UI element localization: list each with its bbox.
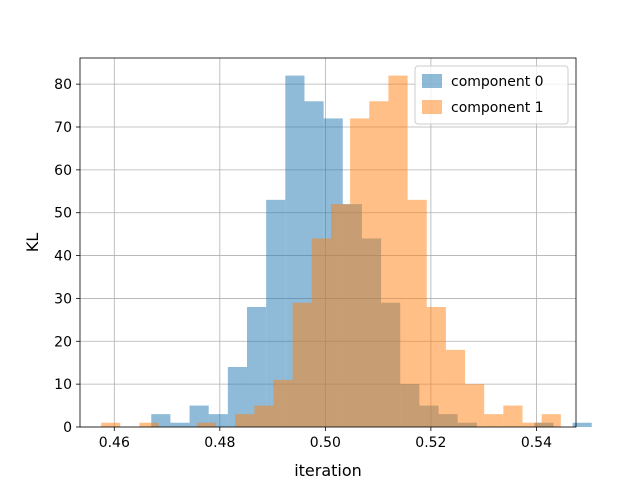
histogram-bars — [101, 75, 592, 428]
histogram-bar — [254, 405, 274, 427]
histogram-bar — [426, 307, 446, 427]
histogram-bar — [465, 384, 485, 427]
histogram-bar — [189, 405, 209, 427]
histogram-bar — [369, 101, 389, 428]
histogram-bar — [101, 422, 121, 427]
histogram-bar — [235, 414, 255, 427]
legend-swatch — [422, 100, 442, 114]
axis-ticks: 0.46 0.48 0.50 0.52 0.54 0 10 20 30 40 50 60 70 80 — [54, 77, 552, 451]
legend-label: component 1 — [451, 100, 544, 116]
x-tick-label: 0.54 — [521, 435, 552, 451]
histogram-bar — [170, 422, 190, 427]
x-tick-label: 0.46 — [99, 435, 130, 451]
histogram-bar — [445, 349, 466, 427]
histogram-bar — [311, 238, 331, 427]
y-tick-label: 10 — [54, 377, 72, 393]
y-tick-label: 70 — [54, 120, 72, 136]
histogram-bar — [139, 422, 159, 427]
histogram-bar — [388, 75, 408, 428]
histogram-bar — [273, 379, 293, 427]
histogram-bar — [196, 422, 217, 427]
y-tick-label: 60 — [54, 163, 72, 179]
series-1-bars — [101, 75, 561, 428]
y-tick-label: 0 — [63, 420, 72, 436]
y-axis-label: KL — [23, 233, 42, 252]
x-tick-label: 0.52 — [415, 435, 446, 451]
histogram-bar — [266, 199, 286, 427]
histogram-bar — [484, 414, 504, 427]
legend-label: component 0 — [451, 74, 544, 90]
histogram-bar — [350, 118, 370, 427]
histogram-bar — [407, 199, 427, 427]
legend-box — [414, 65, 569, 125]
histogram-bar — [330, 204, 351, 427]
legend: component 0 component 1 — [414, 65, 569, 125]
legend-swatch — [422, 74, 442, 88]
histogram-bar — [227, 367, 248, 427]
y-tick-label: 50 — [54, 206, 72, 222]
x-axis-label: iteration — [294, 461, 362, 480]
histogram-bar — [541, 414, 561, 427]
histogram-bar — [503, 405, 523, 427]
histogram-bar — [522, 422, 542, 427]
x-tick-label: 0.50 — [310, 435, 341, 451]
y-tick-label: 20 — [54, 334, 72, 350]
histogram-bar — [247, 307, 267, 427]
y-tick-label: 30 — [54, 291, 72, 307]
y-tick-label: 40 — [54, 249, 72, 265]
histogram-bar — [292, 302, 312, 427]
y-tick-label: 80 — [54, 77, 72, 93]
x-tick-label: 0.48 — [204, 435, 235, 451]
plot-frame — [79, 57, 577, 428]
histogram-bar — [572, 422, 592, 427]
